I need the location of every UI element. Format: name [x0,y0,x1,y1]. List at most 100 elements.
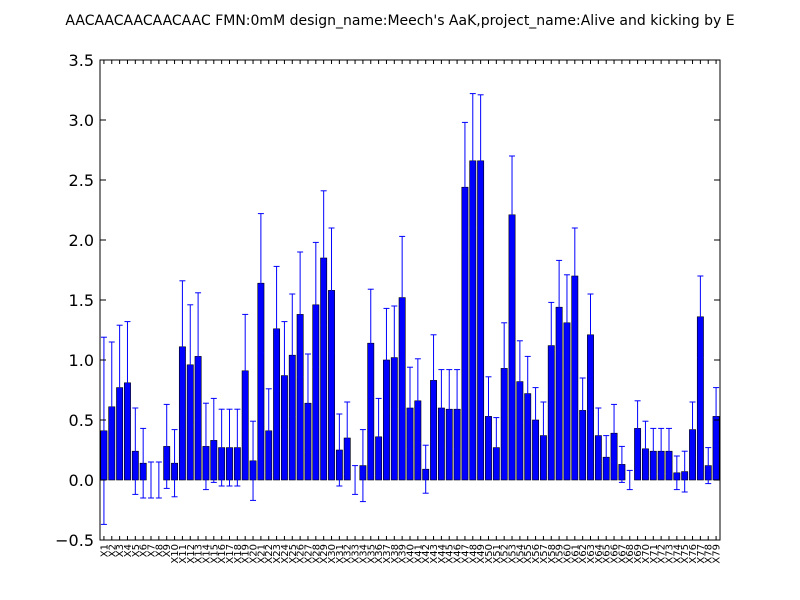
error-bar-X19 [242,313,249,428]
error-bar-X63 [587,293,594,377]
error-bar-X56 [532,387,539,453]
error-bar-X48 [469,93,476,229]
error-bar-X24 [281,321,288,431]
x-tick-label: X61 [570,544,581,564]
error-bar-X70 [642,420,649,477]
error-bar-X66 [611,403,618,463]
x-tick-label: X38 [390,544,401,564]
error-bar-X25 [289,293,296,417]
error-bar-X12 [187,304,194,426]
x-tick-label: X33 [351,544,362,564]
x-tick-label: X64 [594,544,605,564]
x-tick-label: X18 [233,544,244,564]
x-tick-label: X39 [398,544,409,564]
y-tick-label: 2.5 [69,171,94,190]
error-bar-X7 [148,461,155,499]
error-bar-X78 [705,447,712,485]
chart-title: AACAACAACAACAAC FMN:0mM design_name:Meec… [65,13,734,29]
error-bar-X57 [540,401,547,470]
x-tick-label: X11 [178,544,189,564]
error-bar-X49 [477,94,484,228]
error-bar-X47 [461,121,468,253]
x-tick-label: X73 [664,544,675,564]
y-tick-label: 3.5 [69,51,94,70]
error-bar-X64 [595,407,602,464]
error-bar-X61 [571,227,578,325]
error-bar-X59 [556,259,563,355]
x-tick-label: X40 [406,544,417,564]
error-bar-X29 [320,190,327,326]
x-tick-label: X72 [657,544,668,564]
error-bar-X33 [352,465,359,495]
error-bar-X27 [304,353,311,453]
x-tick-label: X9 [162,544,173,557]
x-tick-label: X70 [641,544,652,564]
x-tick-label: X26 [296,544,307,564]
error-bar-X50 [485,376,492,457]
x-tick-label: X34 [358,544,369,564]
x-tick-label: X29 [319,544,330,564]
x-tick-label: X45 [445,544,456,564]
x-axis: X1X2X3X4X5X6X7X8X9X10X11X12X13X14X15X16X… [99,60,723,564]
x-tick-label: X8 [154,544,165,557]
x-tick-label: X74 [672,544,683,564]
error-bar-X71 [650,427,657,475]
error-bar-X46 [454,369,461,450]
error-bar-X65 [603,435,610,480]
error-bar-X39 [399,235,406,360]
error-bar-X21 [257,213,264,354]
error-bar-X13 [195,292,202,421]
x-tick-label: X12 [186,544,197,564]
x-tick-label: X78 [704,544,715,564]
x-tick-label: X49 [476,544,487,564]
error-bar-X10 [171,429,178,498]
error-bar-X72 [658,427,665,475]
error-bar-X4 [124,321,131,445]
x-tick-label: X5 [131,544,142,557]
error-bar-X62 [579,377,586,444]
error-bar-X23 [273,265,280,392]
x-tick-label: X35 [366,544,377,564]
error-bar-X42 [422,444,429,494]
error-bar-X53 [509,155,516,275]
x-tick-label: X25 [288,544,299,564]
x-tick-label: X23 [272,544,283,564]
error-bar-X22 [265,388,272,474]
error-bar-X1 [100,336,107,525]
x-tick-label: X52 [500,544,511,564]
x-tick-label: X54 [515,544,526,564]
error-bar-X58 [548,301,555,390]
x-tick-label: X4 [123,544,134,557]
error-bar-X16 [218,408,225,487]
error-bar-X77 [697,275,704,359]
error-bar-X52 [501,322,508,415]
x-tick-label: X71 [649,544,660,564]
x-tick-label: X20 [249,544,260,564]
error-bar-X38 [391,305,398,410]
x-tick-label: X2 [107,544,118,557]
x-tick-label: X21 [256,544,267,564]
x-tick-label: X19 [241,544,252,564]
x-tick-label: X13 [194,544,205,564]
x-tick-label: X27 [303,544,314,564]
error-bar-X3 [116,324,123,451]
y-tick-label: 2.0 [69,231,94,250]
x-tick-label: X43 [429,544,440,564]
x-tick-label: X41 [413,544,424,564]
error-bar-X41 [414,358,421,444]
error-bar-X28 [312,241,319,368]
x-tick-label: X77 [696,544,707,564]
error-bar-X54 [516,340,523,423]
x-tick-label: X57 [539,544,550,564]
x-tick-label: X62 [578,544,589,564]
error-bar-X75 [681,450,688,493]
x-tick-label: X6 [139,544,150,557]
x-tick-label: X28 [311,544,322,564]
error-bar-X45 [446,369,453,450]
error-bar-X37 [383,307,390,413]
x-tick-label: X16 [217,544,228,564]
x-tick-label: X30 [327,544,338,564]
error-bar-X35 [367,288,374,398]
error-bar-X5 [132,407,139,495]
